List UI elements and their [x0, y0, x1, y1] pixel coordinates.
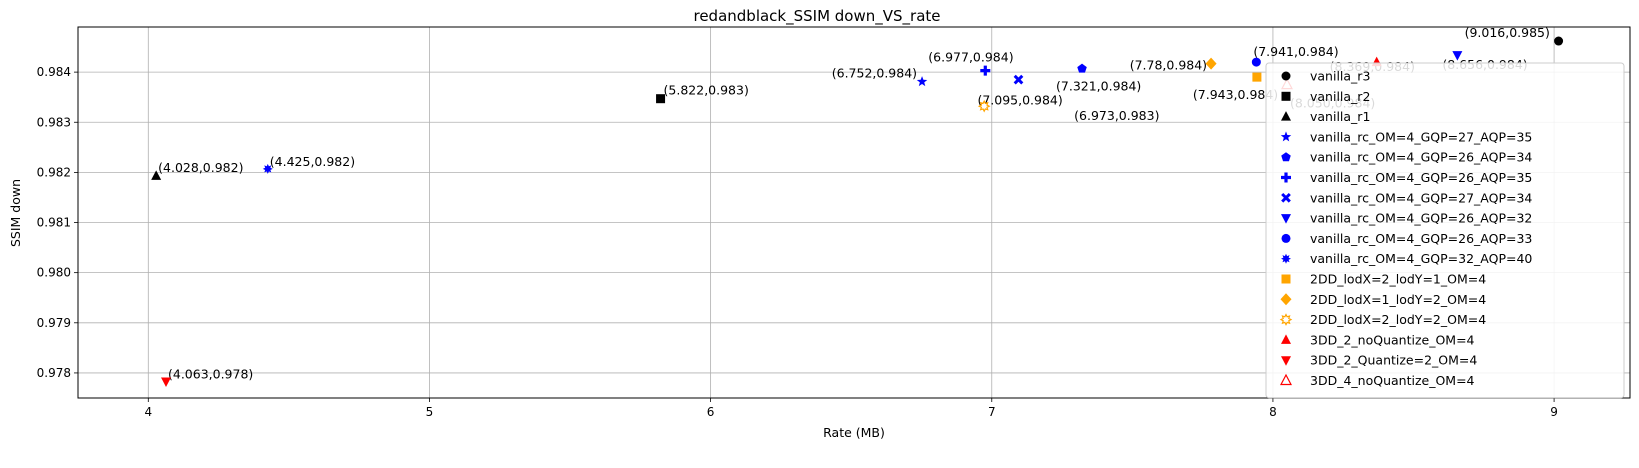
data-point: [656, 94, 666, 104]
legend-marker: [1281, 71, 1291, 81]
point-annotation: (7.78,0.984): [1130, 58, 1207, 73]
legend-label: 3DD_4_noQuantize_OM=4: [1310, 373, 1475, 388]
legend-marker: [1280, 293, 1292, 306]
legend: vanilla_r3 vanilla_r2 vanilla_r1 vanilla_rc…: [1265, 62, 1625, 399]
point-annotation: (4.063,0.978): [168, 366, 253, 381]
y-tick-label: 0.981: [37, 216, 71, 230]
x-tick-label: 6: [707, 405, 715, 419]
legend-label: 2DD_lodX=1_lodY=2_OM=4: [1310, 292, 1486, 307]
legend-box: [1265, 62, 1625, 399]
x-tick-label: 8: [1269, 405, 1277, 419]
x-axis-ticks: 4 5 6 7 8 9: [144, 398, 1558, 419]
legend-marker: [1281, 274, 1291, 284]
y-tick-label: 0.978: [37, 366, 71, 380]
point-annotation: (7.095,0.984): [977, 93, 1062, 108]
point-annotation: (6.752,0.984): [832, 66, 917, 81]
y-tick-label: 0.980: [37, 266, 71, 280]
point-annotation: (7.321,0.984): [1056, 79, 1141, 94]
legend-marker: [1279, 313, 1293, 326]
point-annotation: (6.977,0.984): [928, 50, 1013, 65]
legend-marker: [1280, 131, 1292, 142]
data-point: [161, 377, 172, 387]
x-tick-label: 7: [988, 405, 996, 419]
legend-label: vanilla_rc_OM=4_GQP=26_AQP=34: [1310, 150, 1532, 165]
y-tick-label: 0.984: [37, 65, 71, 79]
point-annotation: (9.016,0.985): [1465, 25, 1550, 40]
x-tick-label: 4: [144, 405, 152, 419]
legend-label: vanilla_rc_OM=4_GQP=26_AQP=33: [1310, 231, 1532, 246]
x-tick-label: 5: [426, 405, 434, 419]
data-point: [1452, 51, 1463, 61]
legend-label: vanilla_rc_OM=4_GQP=27_AQP=34: [1310, 190, 1532, 205]
data-point: [1251, 57, 1261, 67]
legend-label: 2DD_lodX=2_lodY=1_OM=4: [1310, 272, 1486, 287]
point-annotation: (7.941,0.984): [1253, 44, 1338, 59]
y-tick-label: 0.983: [37, 115, 71, 129]
point-annotation: (4.425,0.982): [270, 154, 355, 169]
data-point: [1252, 72, 1262, 82]
data-point: [1013, 74, 1024, 85]
legend-label: vanilla_r1: [1310, 109, 1370, 124]
legend-marker: [1281, 111, 1291, 121]
point-annotation: (6.973,0.983): [1074, 108, 1159, 123]
data-points: [151, 36, 1564, 387]
legend-label: 3DD_2_Quantize=2_OM=4: [1310, 353, 1477, 368]
legend-label: vanilla_r3: [1310, 69, 1370, 84]
data-point: [262, 163, 273, 174]
plot-frame: [77, 26, 1631, 399]
y-axis-label: SSIM down: [8, 179, 23, 247]
chart-title: redandblack_SSIM down_VS_rate: [693, 7, 940, 26]
legend-marker: [1281, 334, 1291, 344]
legend-marker: [1281, 192, 1291, 203]
legend-label: 2DD_lodX=2_lodY=2_OM=4: [1310, 312, 1486, 327]
legend-label: vanilla_rc_OM=4_GQP=32_AQP=40: [1310, 251, 1532, 266]
y-tick-label: 0.982: [37, 165, 71, 179]
legend-marker-stroke: [1281, 192, 1291, 203]
legend-marker: [1281, 214, 1291, 224]
legend-marker: [1281, 233, 1291, 243]
data-point-stroke: [1013, 74, 1024, 85]
data-point: [1205, 57, 1217, 70]
x-axis-label: Rate (MB): [823, 425, 885, 440]
legend-marker: [1281, 253, 1291, 264]
legend-label: vanilla_rc_OM=4_GQP=27_AQP=35: [1310, 129, 1532, 144]
legend-marker: [1281, 356, 1291, 366]
y-axis-ticks: 0.978 0.979 0.980 0.981 0.982 0.983 0.984: [37, 65, 78, 380]
legend-marker: [1281, 152, 1291, 162]
point-annotation: (4.028,0.982): [158, 160, 243, 175]
legend-marker: [1280, 373, 1292, 386]
point-annotation: (7.943,0.984): [1193, 87, 1278, 102]
x-tick-label: 9: [1550, 405, 1558, 419]
data-point: [916, 76, 928, 87]
data-point: [151, 170, 162, 180]
point-annotation: (5.822,0.983): [664, 83, 749, 98]
data-point: [1077, 63, 1087, 73]
legend-marker: [1281, 91, 1291, 101]
data-point: [1554, 36, 1564, 46]
data-point: [980, 65, 991, 76]
legend-label: vanilla_rc_OM=4_GQP=26_AQP=32: [1310, 211, 1532, 226]
legend-label: vanilla_r2: [1310, 89, 1370, 104]
y-tick-label: 0.979: [37, 316, 71, 330]
data-point: [977, 99, 991, 113]
legend-label: 3DD_2_noQuantize_OM=4: [1310, 332, 1475, 347]
legend-label: vanilla_rc_OM=4_GQP=26_AQP=35: [1310, 170, 1532, 185]
legend-marker: [1281, 172, 1291, 183]
